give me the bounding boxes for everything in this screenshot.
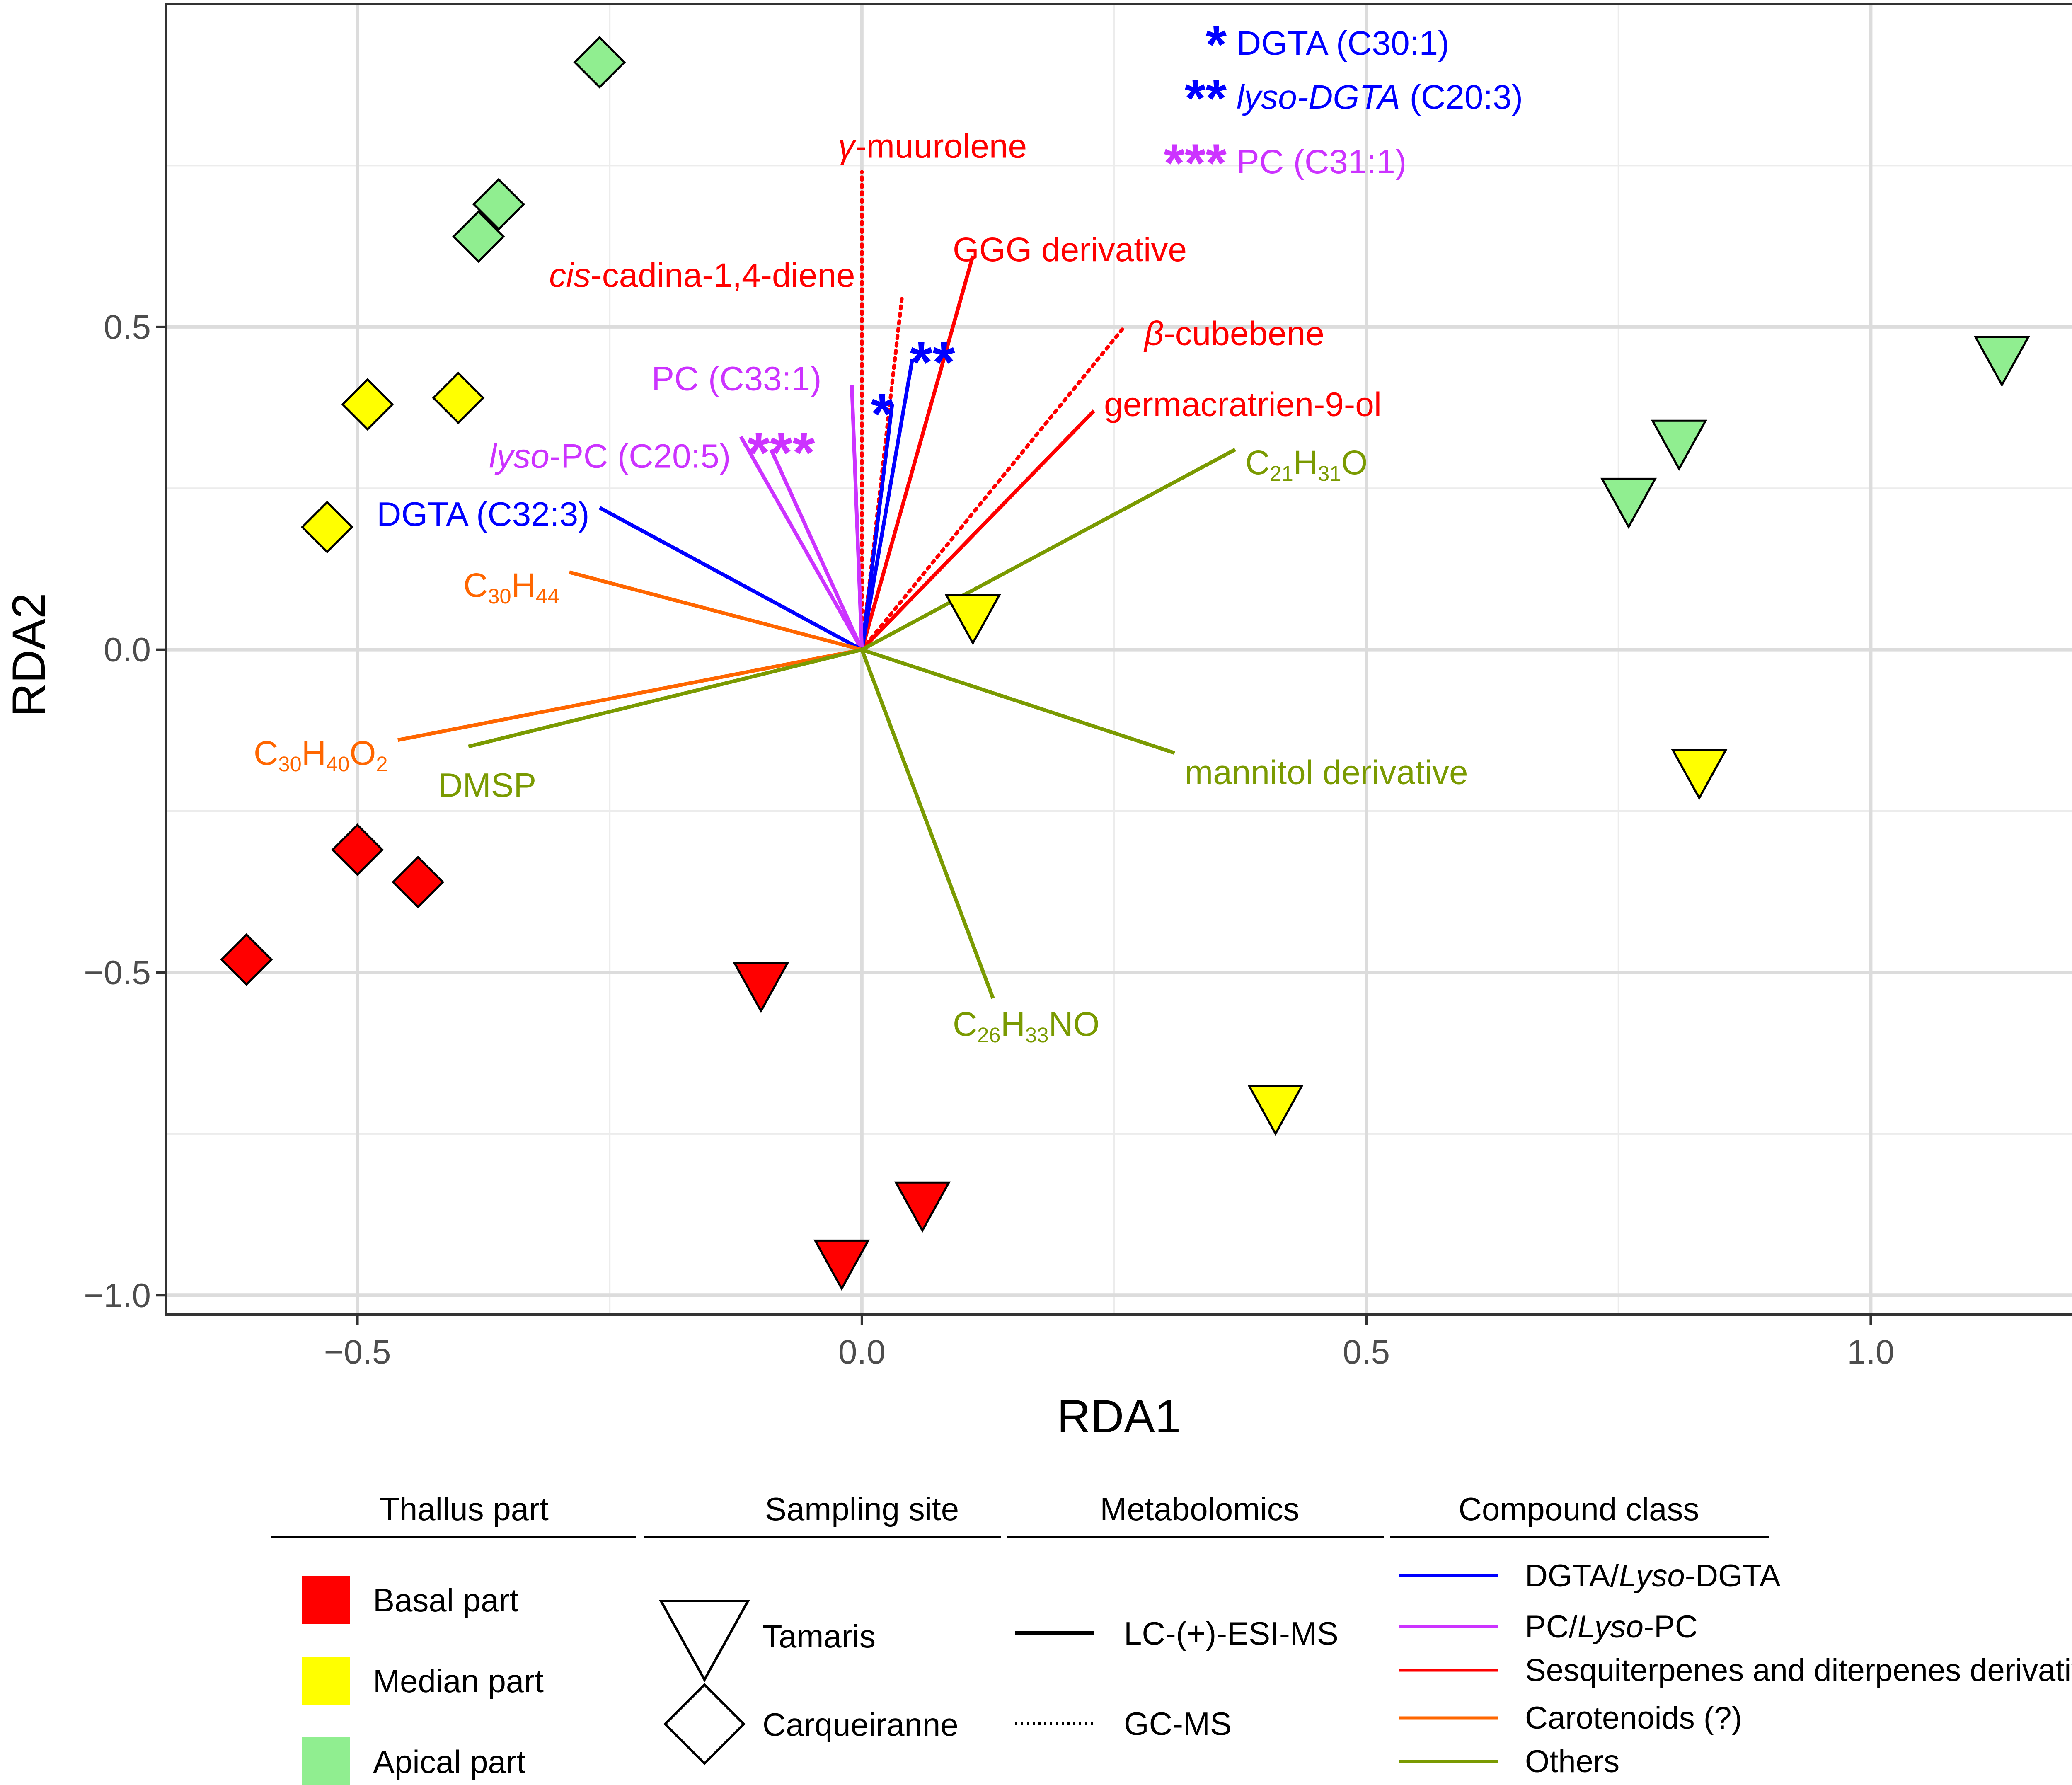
vector-label: C30​H40​O2​ — [254, 734, 388, 776]
y-tick-label: −1.0 — [84, 1276, 151, 1314]
legend-label: Median part — [373, 1663, 544, 1699]
star-legend: * DGTA (C30:1) ** lyso-DGTA (C20:3) *** PC (C… — [1164, 14, 1523, 193]
vector-label: DGTA (C32:3) — [377, 496, 589, 533]
vector-pc — [769, 448, 864, 651]
sample-points — [220, 36, 2031, 1291]
carqueiranne-median-point — [300, 501, 354, 554]
legend-triangle-icon — [658, 1600, 750, 1683]
legend-label: Others — [1525, 1744, 1619, 1779]
tamaris-basal-point — [733, 962, 789, 1013]
carqueiranne-median-point — [432, 371, 485, 424]
vector-pc — [850, 385, 864, 650]
carqueiranne-basal-point — [220, 933, 273, 986]
loading-vectors — [397, 170, 1236, 999]
star-legend-label: PC (C31:1) — [1237, 143, 1406, 181]
vector-others — [861, 648, 1175, 755]
carqueiranne-apical-point — [472, 178, 525, 231]
star-legend-marker: * — [1205, 14, 1227, 75]
vector-dgta — [860, 404, 894, 650]
vector-carotenoid — [569, 570, 862, 652]
tamaris-apical-point — [1600, 477, 1657, 529]
legend-label: GC-MS — [1124, 1705, 1232, 1742]
vector-label: lyso-PC (C20:5) — [489, 437, 731, 475]
tamaris-basal-point — [894, 1181, 951, 1233]
vector-label: DMSP — [438, 767, 536, 804]
vector-label: PC (C33:1) — [651, 360, 821, 397]
vector-label: β-cubebene — [1144, 315, 1324, 352]
tamaris-basal-point — [813, 1239, 870, 1291]
vector-label: C21​H31​O — [1245, 444, 1368, 485]
vector-others — [860, 649, 995, 999]
significance-stars: ** — [910, 329, 955, 395]
plot-frame — [165, 3, 2072, 1316]
x-tick-label: 0.5 — [1343, 1333, 1390, 1371]
legend-swatch-median — [302, 1657, 350, 1705]
tamaris-median-point — [944, 594, 1001, 645]
vector-carotenoid — [397, 648, 862, 742]
y-tick-label: 0.5 — [104, 308, 151, 346]
vector-labels: γ-muurolene cis-cadina-1,4-diene GGG deriv… — [254, 128, 1468, 1047]
carqueiranne-basal-point — [392, 855, 445, 908]
legend-title-metabolomics: Metabolomics — [1100, 1491, 1299, 1527]
tamaris-apical-point — [1651, 419, 1708, 471]
vector-terpene — [860, 409, 1096, 651]
x-tick-label: 0.0 — [838, 1333, 886, 1371]
vector-terpene — [860, 255, 975, 650]
legend-label: Carqueiranne — [762, 1706, 959, 1743]
vector-dgta — [598, 506, 863, 652]
legend: Thallus part Sampling site Metabolomics Com… — [271, 1491, 2072, 1785]
vector-others — [468, 648, 862, 748]
legend-diamond-icon — [663, 1683, 746, 1766]
vector-label: C26​H33​NO — [953, 1005, 1100, 1047]
vector-pc — [739, 436, 864, 651]
carqueiranne-apical-point — [573, 36, 626, 89]
legend-title-site: Sampling site — [765, 1491, 959, 1527]
vector-label: mannitol derivative — [1185, 754, 1468, 792]
vector-label: cis-cadina-1,4-diene — [549, 257, 855, 294]
legend-label: Carotenoids (?) — [1525, 1700, 1742, 1736]
vector-label: C30​H44​ — [463, 567, 559, 608]
carqueiranne-basal-point — [331, 823, 384, 877]
legend-label: Apical part — [373, 1744, 526, 1780]
tamaris-apical-point — [1973, 336, 2031, 387]
vector-dgta — [860, 358, 915, 650]
star-legend-label: DGTA (C30:1) — [1237, 24, 1449, 62]
legend-label: Tamaris — [762, 1618, 876, 1654]
x-tick-label: 1.0 — [1847, 1333, 1894, 1371]
star-legend-label: lyso-DGTA (C20:3) — [1237, 78, 1523, 116]
vector-label: germacratrien-9-ol — [1104, 386, 1382, 424]
vector-label: GGG derivative — [953, 231, 1187, 269]
legend-label: PC/Lyso-PC — [1525, 1609, 1698, 1645]
carqueiranne-median-point — [341, 378, 394, 431]
star-legend-marker: *** — [1164, 133, 1227, 193]
star-legend-marker: ** — [1185, 68, 1227, 128]
vector-terpene — [860, 325, 1126, 652]
significance-stars: * — [871, 381, 893, 446]
tamaris-median-point — [1671, 749, 1728, 800]
y-tick-label: −0.5 — [84, 954, 151, 991]
carqueiranne-apical-point — [452, 210, 505, 263]
legend-swatch-basal — [302, 1576, 350, 1624]
legend-label: DGTA/Lyso-DGTA — [1525, 1558, 1781, 1594]
vector-label: γ-muurolene — [838, 128, 1027, 165]
legend-label: Basal part — [373, 1582, 519, 1618]
vector-others — [861, 448, 1236, 652]
tamaris-median-point — [1247, 1085, 1304, 1136]
y-tick-label: 0.0 — [104, 631, 151, 669]
legend-title-compound: Compound class — [1459, 1491, 1699, 1527]
axes: RDA1 RDA2 −0.5 0.0 0.5 1.0 −1.0 −0.5 0.0 0.5 — [3, 308, 1894, 1442]
x-axis-title: RDA1 — [1057, 1390, 1181, 1442]
significance-stars: *** — [747, 420, 815, 485]
x-tick-label: −0.5 — [324, 1333, 391, 1371]
y-axis-title: RDA2 — [3, 593, 55, 717]
legend-swatch-apical — [302, 1737, 350, 1785]
legend-label: LC-(+)-ESI-MS — [1124, 1615, 1339, 1652]
legend-label: Sesquiterpenes and diterpenes derivative… — [1525, 1653, 2072, 1688]
legend-title-thallus: Thallus part — [380, 1491, 549, 1527]
